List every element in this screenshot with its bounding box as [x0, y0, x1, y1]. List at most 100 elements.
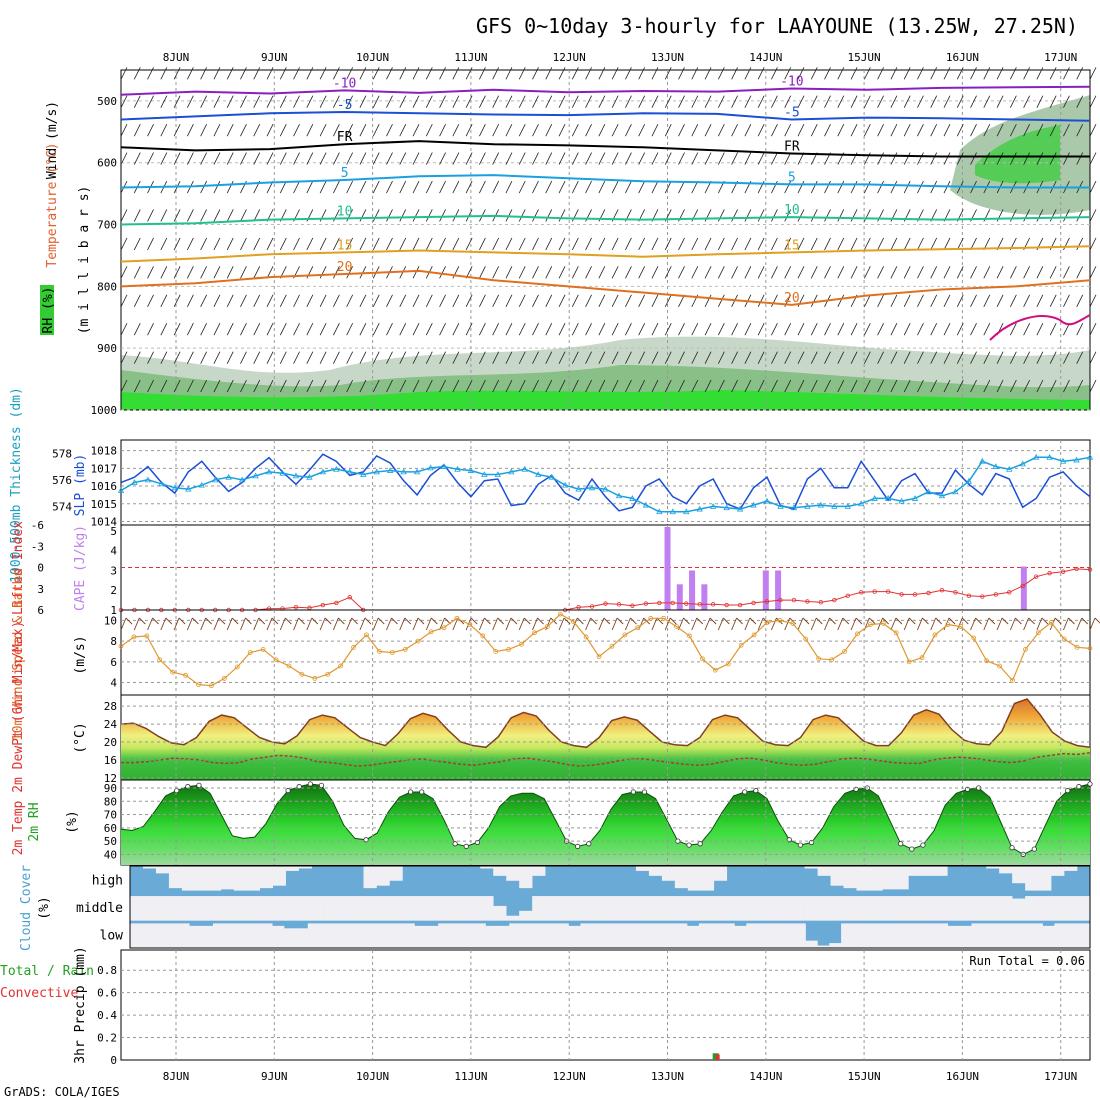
wind-barb — [279, 323, 287, 336]
wind-barb — [372, 209, 380, 222]
wind-barb — [558, 95, 566, 108]
wind-barb — [903, 152, 911, 165]
wind-barb — [611, 67, 619, 80]
cloud-clear-middle — [856, 896, 870, 921]
wind-barb — [797, 379, 805, 393]
wind-barb — [717, 123, 725, 137]
wind-barb — [903, 95, 911, 108]
wind-barb-10m — [386, 617, 392, 631]
wind-barb — [518, 266, 526, 279]
wind-barb — [240, 323, 247, 336]
cloud-clear-middle — [376, 896, 390, 921]
wind-barb — [824, 209, 831, 222]
wind-barb — [691, 123, 699, 137]
wind-barb — [359, 209, 367, 222]
wind-barb — [226, 237, 234, 251]
cloud-clear-low — [888, 923, 901, 948]
wind-barb — [744, 237, 752, 251]
cloud-clear-middle — [233, 896, 248, 921]
series-thickness — [120, 456, 1091, 513]
wind-barb — [160, 379, 168, 393]
temp-contour--5 — [120, 110, 1091, 122]
wind-barb — [147, 323, 154, 336]
wind-barb — [505, 323, 513, 336]
ylabel-wind10: 10m Wind Speed & Barbs — [11, 569, 26, 741]
wind-barb — [704, 67, 712, 80]
wind-barb — [359, 323, 367, 336]
wind-barb — [479, 237, 486, 251]
wind-barb — [797, 323, 805, 336]
wind-barb-10m — [484, 617, 491, 625]
wind-barb — [293, 180, 300, 194]
wind-barb — [810, 323, 818, 336]
wind-barb — [704, 123, 712, 137]
wind-barb — [678, 379, 685, 393]
thickness-point — [1073, 456, 1080, 463]
li-tick: 3 — [37, 583, 44, 596]
wind-barb — [664, 266, 672, 279]
cloud-clear-middle — [960, 896, 974, 921]
cloud-clear-high — [181, 866, 196, 891]
cloud-clear-low — [236, 923, 249, 948]
wind-barb — [943, 152, 951, 165]
wind-barb — [187, 323, 194, 336]
rh-point — [630, 789, 636, 795]
ylabel-temp2m-units: (°C) — [73, 722, 88, 753]
wind-barb — [386, 152, 393, 165]
wind-barb — [585, 323, 592, 336]
cloud-clear-high — [1038, 866, 1052, 891]
wind-barb — [1009, 379, 1017, 393]
wind-barb — [359, 123, 367, 137]
ylabel-cloud-units: (%) — [37, 896, 52, 919]
wind-barb — [306, 123, 314, 137]
wind-barb-10m — [922, 617, 929, 625]
contour-label: -10 — [780, 75, 803, 90]
wind-barb — [479, 266, 486, 279]
wind-barb — [213, 379, 221, 393]
wind-point — [1010, 678, 1015, 683]
date-tick-bottom: 12JUN — [553, 1070, 586, 1083]
wind-barb — [956, 379, 964, 393]
wind-barb — [598, 323, 606, 336]
wind-barb — [890, 351, 898, 364]
wind-barb — [638, 351, 646, 364]
wind-barb — [956, 95, 964, 108]
cloud-clear-middle — [1051, 896, 1065, 921]
wind-barb-10m — [478, 617, 485, 631]
wind-barb — [691, 266, 699, 279]
wind-barb — [970, 294, 977, 307]
wind-barb — [956, 152, 964, 165]
cloud-clear-low — [1018, 923, 1032, 948]
wind-barb — [558, 209, 566, 222]
wind-barb — [386, 180, 393, 194]
wind-barb — [333, 95, 340, 108]
wind-barb — [598, 266, 606, 279]
wind-barb — [691, 379, 699, 393]
cloud-clear-middle — [610, 896, 624, 921]
wind-barb — [333, 123, 340, 137]
cloud-clear-middle — [1012, 898, 1026, 921]
wind-barb — [133, 266, 141, 279]
wind-barb — [784, 180, 792, 194]
wind-barb-10m — [1068, 617, 1075, 625]
wind-barb — [917, 379, 924, 393]
rh-point — [898, 841, 904, 847]
wind-barb-10m — [850, 617, 857, 631]
wind-point — [351, 644, 356, 650]
cloud-clear-low — [521, 923, 534, 948]
wind-barb — [1089, 209, 1097, 222]
wind-barb — [943, 294, 951, 307]
wind-barb — [678, 67, 685, 80]
wind-point — [984, 658, 990, 664]
cloud-clear-low — [592, 923, 605, 948]
wind-barb-10m — [213, 617, 220, 631]
slp-tick: 1014 — [91, 515, 118, 528]
wind-barb — [771, 95, 778, 108]
wind-barb — [731, 152, 738, 165]
wind-point — [583, 634, 589, 640]
wind-barb — [571, 180, 579, 194]
wind-barb — [558, 67, 566, 80]
wind-barb — [200, 67, 208, 80]
precip-frame — [120, 949, 1091, 1061]
wind-point — [906, 659, 912, 665]
